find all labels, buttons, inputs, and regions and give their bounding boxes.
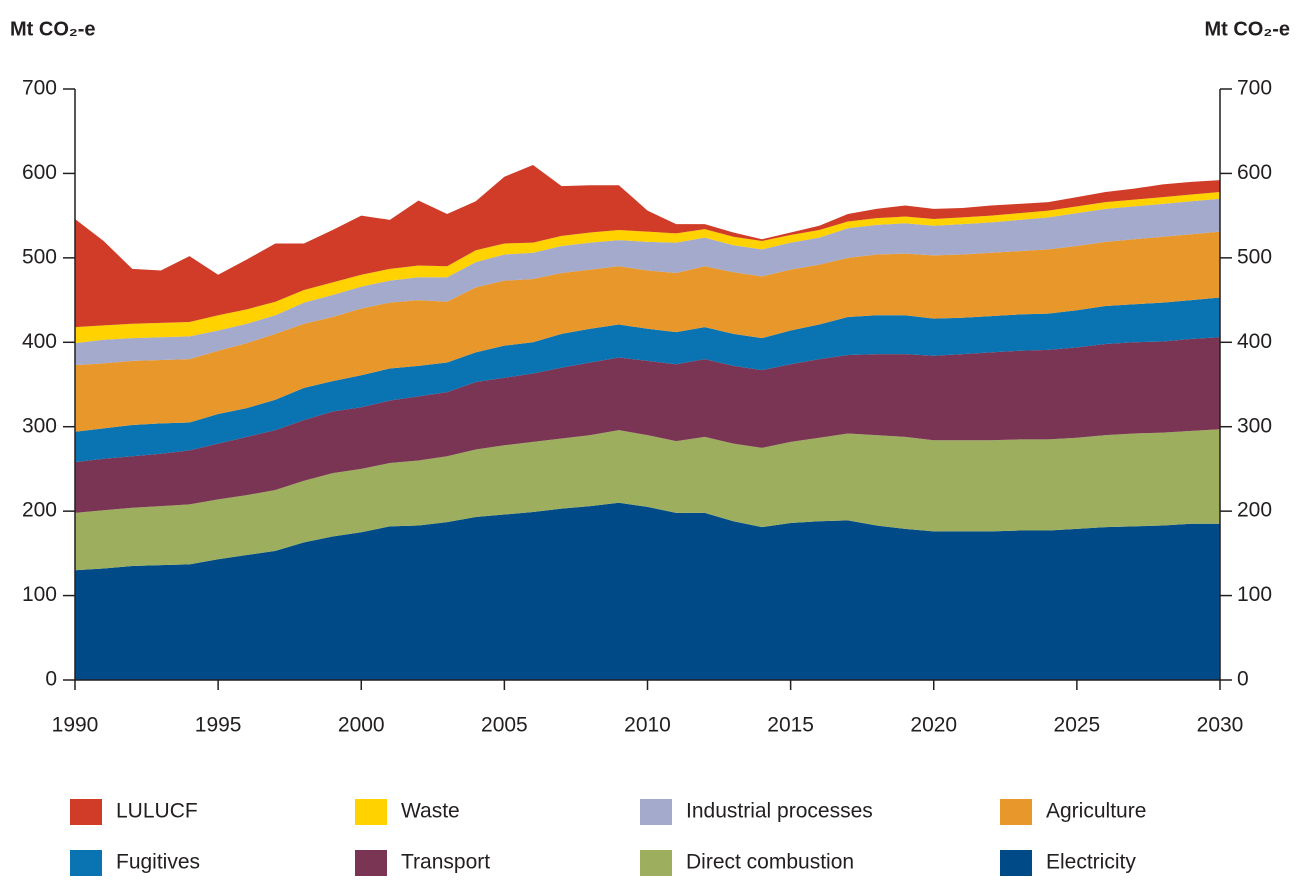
y2-tick-label: 200: [1237, 499, 1272, 522]
area: [75, 297, 1220, 463]
y2-tick-label: 300: [1237, 414, 1272, 437]
y2-tick-label: 100: [1237, 583, 1272, 606]
y2-tick-label: 500: [1237, 245, 1272, 268]
legend-label: LULUCF: [116, 800, 198, 823]
x-tick-label: 2005: [481, 714, 528, 737]
x-tick-label: 1995: [195, 714, 242, 737]
x-tick-label: 2010: [624, 714, 671, 737]
legend-swatch: [70, 799, 102, 825]
y-tick-label: 300: [22, 414, 57, 437]
y2-tick-label: 600: [1237, 161, 1272, 184]
area: [75, 164, 1220, 328]
y-tick-label: 500: [22, 245, 57, 268]
x-tick-label: 2015: [767, 714, 814, 737]
legend-label: Industrial processes: [686, 800, 873, 823]
x-tick-label: 2030: [1197, 714, 1244, 737]
legend-label: Direct combustion: [686, 851, 854, 874]
y2-tick-label: 400: [1237, 330, 1272, 353]
area: [75, 337, 1220, 513]
y2-axis-title: Mt CO₂-e: [1204, 18, 1290, 40]
x-tick-label: 2025: [1054, 714, 1101, 737]
legend-swatch: [70, 850, 102, 876]
x-tick-label: 2020: [910, 714, 957, 737]
legend-swatch: [1000, 850, 1032, 876]
legend-swatch: [355, 799, 387, 825]
y-tick-label: 600: [22, 161, 57, 184]
area: [75, 429, 1220, 571]
plot-areas: [75, 164, 1220, 680]
legend-label: Waste: [401, 800, 460, 823]
legend-swatch: [1000, 799, 1032, 825]
y2-tick-label: 0: [1237, 668, 1249, 691]
y-tick-label: 200: [22, 499, 57, 522]
area: [75, 502, 1220, 680]
area: [75, 231, 1220, 432]
legend-swatch: [640, 850, 672, 876]
y-tick-label: 400: [22, 330, 57, 353]
legend-swatch: [640, 799, 672, 825]
area: [75, 198, 1220, 366]
y-tick-label: 0: [45, 668, 57, 691]
legend-label: Electricity: [1046, 851, 1136, 874]
legend-label: Transport: [401, 851, 490, 874]
x-tick-label: 2000: [338, 714, 385, 737]
y2-tick-label: 700: [1237, 77, 1272, 100]
y-tick-label: 700: [22, 77, 57, 100]
x-tick-label: 1990: [52, 714, 99, 737]
legend-swatch: [355, 850, 387, 876]
legend-label: Agriculture: [1046, 800, 1146, 823]
legend-label: Fugitives: [116, 851, 200, 874]
y-tick-label: 100: [22, 583, 57, 606]
y-axis-title: Mt CO₂-e: [10, 18, 96, 40]
area: [75, 192, 1220, 344]
